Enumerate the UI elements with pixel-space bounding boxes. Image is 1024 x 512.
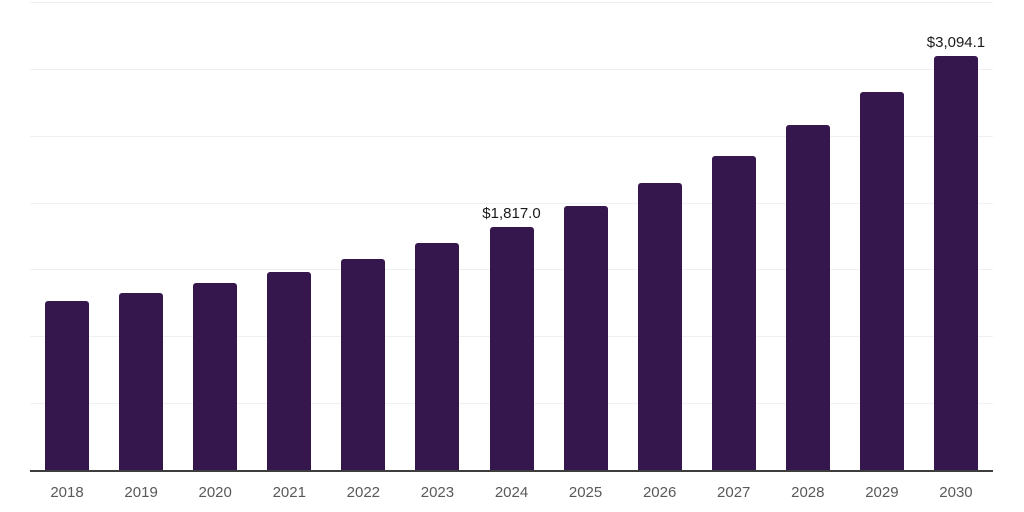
x-tick-2029: 2029 (865, 484, 899, 501)
bar-2028 (785, 125, 830, 470)
x-tick-2028: 2028 (791, 484, 825, 501)
bar-2021 (267, 272, 312, 470)
bar-2024 (489, 227, 534, 470)
gridline (30, 2, 993, 3)
x-tick-2024: 2024 (494, 484, 529, 501)
x-tick-2020: 2020 (198, 484, 232, 501)
bar-2029 (859, 92, 904, 470)
x-axis-line (30, 470, 993, 472)
bar-2030 (933, 56, 978, 470)
plot-area: $1,817.0 $3,094.1 (30, 2, 993, 470)
bar-2023 (415, 243, 460, 470)
gridline (30, 135, 993, 137)
bar-2019 (119, 293, 164, 470)
x-tick-2027: 2027 (717, 484, 751, 501)
bar-2026 (637, 183, 682, 470)
bar-2018 (45, 300, 90, 470)
x-axis-labels: 2018 2019 2020 2021 2022 2023 2024 2025 2026 2027… (30, 484, 993, 504)
x-tick-2025: 2025 (568, 484, 603, 501)
x-tick-2023: 2023 (420, 484, 455, 501)
x-tick-2019: 2019 (124, 484, 158, 501)
gridline (30, 68, 993, 70)
bar-2022 (341, 259, 386, 470)
x-tick-2022: 2022 (346, 484, 381, 501)
bar-2020 (193, 283, 238, 470)
x-tick-2018: 2018 (50, 484, 84, 501)
gridline (30, 202, 993, 204)
x-tick-2026: 2026 (642, 484, 677, 501)
x-tick-2030: 2030 (939, 484, 973, 501)
x-tick-2021: 2021 (272, 484, 306, 501)
bar-2025 (563, 205, 608, 470)
value-label-2024: $1,817.0 (482, 205, 541, 223)
bar-2027 (711, 155, 756, 470)
value-label-2030: $3,094.1 (926, 34, 986, 52)
